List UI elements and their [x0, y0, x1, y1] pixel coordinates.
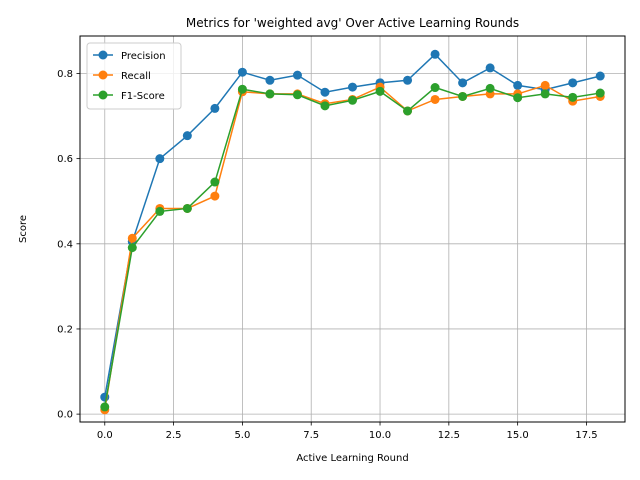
precision-point — [403, 75, 413, 85]
x-tick-label: 10.0 — [369, 430, 391, 441]
f1-score-point — [100, 402, 110, 412]
f1-score-point — [568, 92, 578, 102]
f1-score-point — [485, 83, 495, 93]
precision-point — [292, 70, 302, 80]
legend-label-f1-score: F1-Score — [121, 91, 165, 102]
recall-point — [430, 94, 440, 104]
legend: Precision Recall F1-Score — [86, 42, 182, 110]
legend-box — [86, 42, 182, 110]
recall-point — [540, 80, 550, 90]
precision-point — [430, 49, 440, 59]
x-axis-label: Active Learning Round — [296, 453, 408, 464]
precision-point — [348, 82, 357, 92]
f1-score-point — [320, 101, 330, 111]
f1-score-point — [403, 106, 413, 116]
f1-score-point — [237, 84, 247, 94]
recall-point — [127, 233, 137, 243]
precision-point — [513, 80, 523, 90]
y-tick-label: 0.4 — [57, 239, 73, 250]
legend-marker-recall — [98, 70, 108, 80]
chart-title: Metrics for 'weighted avg' Over Active L… — [186, 16, 519, 30]
y-tick-label: 0.8 — [57, 69, 73, 80]
recall-point — [210, 191, 220, 201]
f1-score-point — [265, 89, 275, 99]
grid — [80, 36, 625, 422]
precision-point — [237, 67, 247, 77]
y-tick-label: 0.6 — [57, 154, 73, 165]
precision-point — [182, 131, 192, 141]
x-tick-label: 0.0 — [97, 430, 113, 441]
y-axis-label: Score — [18, 215, 29, 243]
f1-score-point — [375, 86, 385, 96]
x-tick-label: 15.0 — [507, 430, 529, 441]
precision-point — [155, 154, 165, 164]
legend-marker-precision — [98, 50, 108, 60]
f1-score-point — [182, 203, 192, 213]
f1-score-point — [210, 177, 220, 187]
axes-frame — [79, 35, 626, 423]
x-tick-label: 12.5 — [438, 430, 460, 441]
precision-point — [485, 63, 495, 73]
f1-score-point — [348, 95, 357, 105]
y-tick-label: 0.2 — [57, 324, 73, 335]
f1-score-point — [513, 93, 523, 103]
f1-score-point — [458, 91, 468, 101]
x-tick-label: 5.0 — [234, 430, 250, 441]
f1-score-point — [155, 206, 165, 216]
precision-point — [210, 103, 220, 113]
f1-score-point — [292, 90, 302, 100]
x-tick-label: 17.5 — [575, 430, 597, 441]
y-tick-label: 0.0 — [57, 410, 73, 421]
precision-point — [595, 71, 605, 81]
precision-point — [458, 78, 468, 88]
legend-marker-f1-score — [98, 90, 108, 100]
precision-point — [568, 78, 578, 88]
plot-series — [100, 49, 605, 415]
x-tick-label: 2.5 — [166, 430, 182, 441]
precision-point — [320, 87, 330, 97]
f1-score-point — [540, 89, 550, 99]
f1-score-point — [595, 88, 605, 98]
legend-label-precision: Precision — [121, 51, 166, 62]
legend-label-recall: Recall — [121, 71, 151, 82]
f1-score-point — [127, 243, 137, 253]
x-tick-label: 7.5 — [303, 430, 319, 441]
precision-point — [265, 75, 275, 85]
axis-ticks: 0.0 2.5 5.0 7.5 10.0 12.5 15.0 17.5 0.0 0.2 0.4 0.6… — [57, 69, 598, 441]
f1-score-point — [430, 83, 440, 93]
